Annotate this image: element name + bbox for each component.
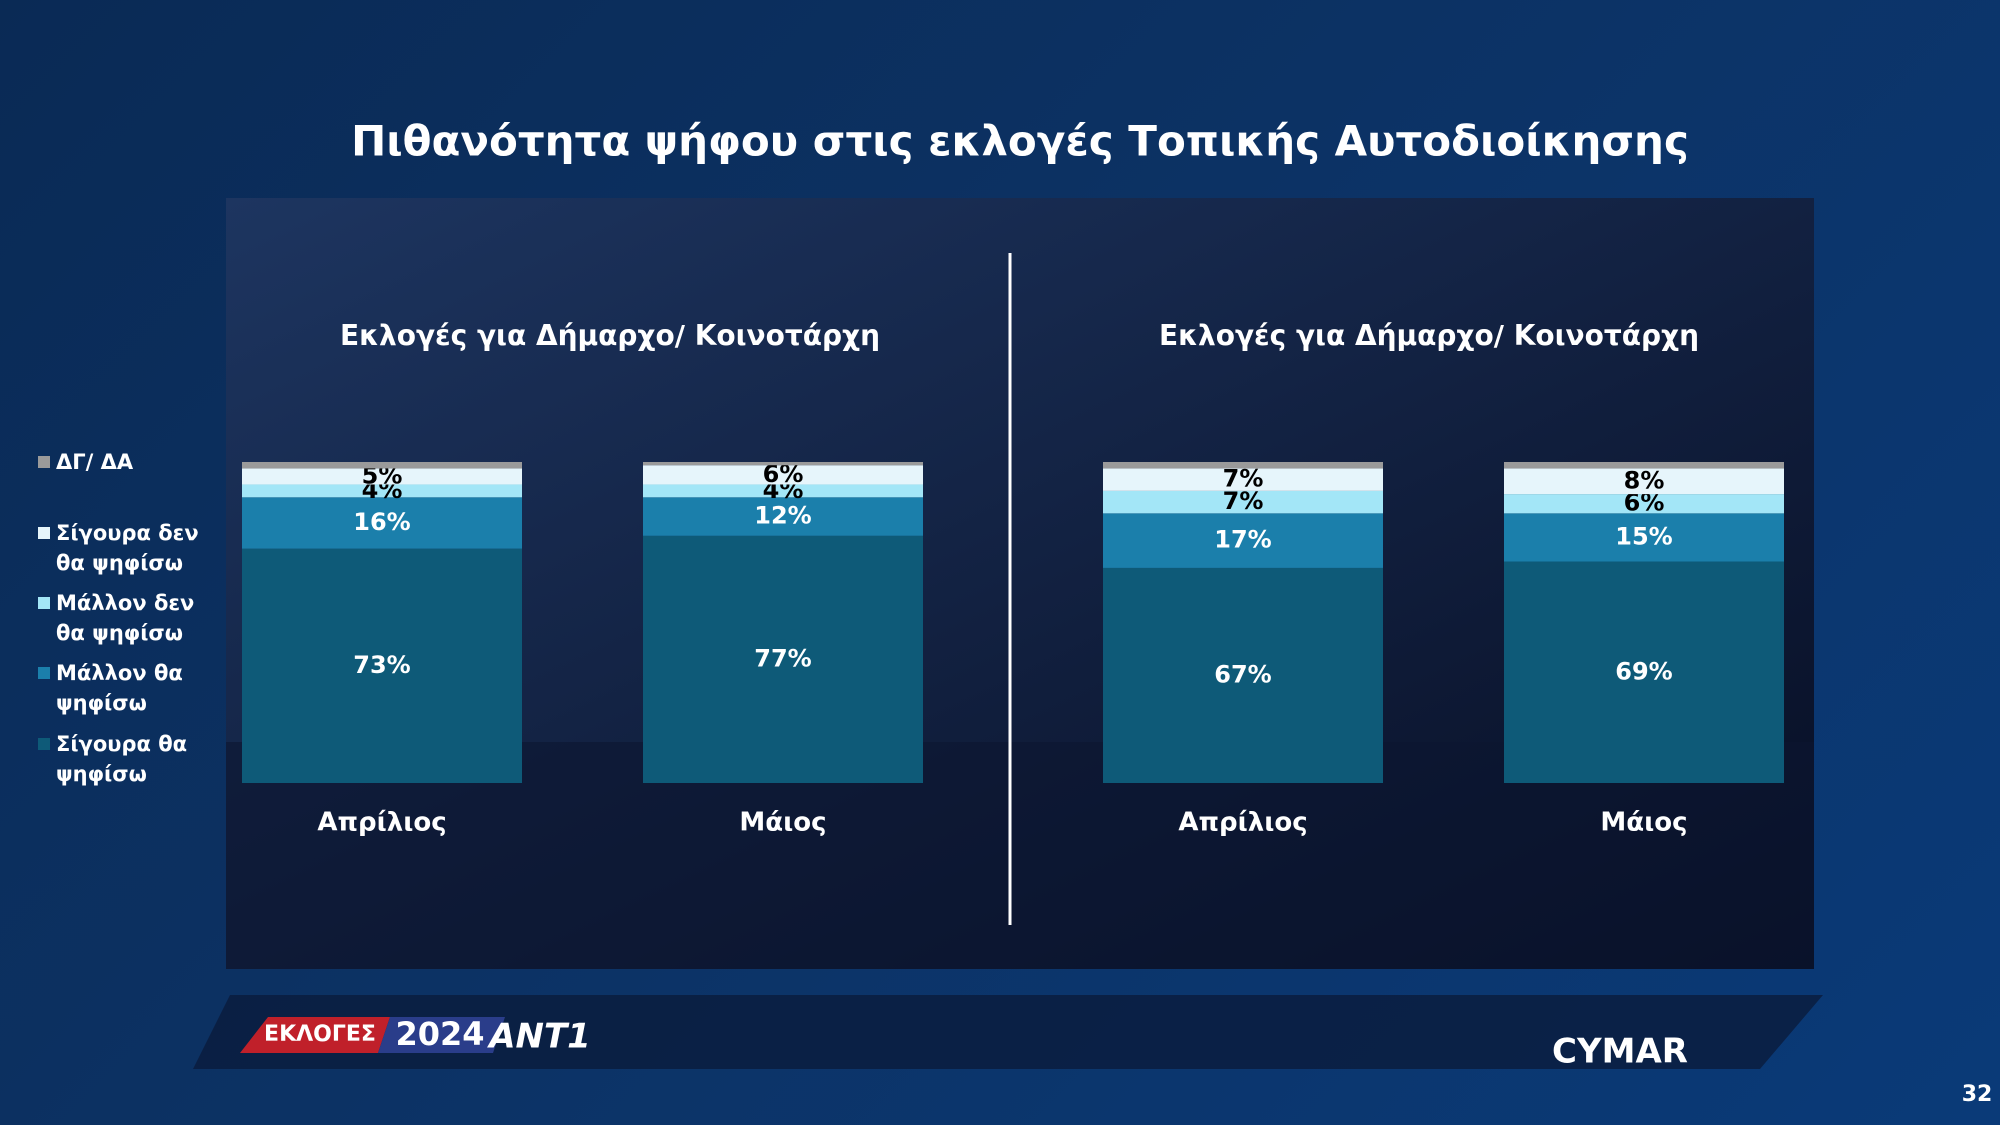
value-label: 12%	[754, 502, 811, 530]
bar-segment	[1504, 462, 1784, 469]
bar-segment	[1504, 561, 1784, 783]
value-label: 16%	[353, 508, 410, 536]
legend-swatch	[38, 456, 50, 468]
value-label: 17%	[1214, 526, 1271, 554]
legend-item: Μάλλον δεν θα ψηφίσω	[38, 588, 216, 648]
footer-channel: ANT1	[486, 1017, 591, 1057]
bar-segment	[643, 465, 923, 485]
bar-segment	[1504, 468, 1784, 495]
bar-segment	[242, 462, 522, 469]
value-label: 69%	[1615, 657, 1672, 685]
footer-blue	[378, 1017, 505, 1053]
bar-segment	[1103, 513, 1383, 568]
legend-swatch	[38, 667, 50, 679]
bar-segment	[643, 497, 923, 536]
slide-title: Πιθανότητα ψήφου στις εκλογές Τοπικής Αυ…	[351, 117, 1689, 166]
value-label: 67%	[1214, 660, 1271, 688]
legend-label: Σίγουρα θα ψηφίσω	[56, 732, 188, 786]
x-tick-label: Απρίλιος	[317, 808, 446, 838]
bar-segment	[242, 548, 522, 783]
legend-label: Μάλλον θα ψηφίσω	[56, 661, 183, 715]
legend-item: ΔΓ/ ΔΑ	[38, 447, 216, 477]
legend-label: ΔΓ/ ΔΑ	[56, 450, 134, 474]
legend-label: Σίγουρα δεν θα ψηφίσω	[56, 521, 199, 575]
chart-title: Εκλογές για Δήμαρχο/ Κοινοτάρχη	[340, 319, 880, 352]
legend-item: Σίγουρα δεν θα ψηφίσω	[38, 518, 216, 578]
footer-brand: CYMAR	[1552, 1032, 1688, 1072]
legend-swatch	[38, 597, 50, 609]
bar-segment	[1103, 468, 1383, 491]
value-label: 77%	[754, 644, 811, 672]
footer-label: ΕΚΛΟΓΕΣ	[264, 1022, 376, 1047]
value-label: 15%	[1615, 522, 1672, 550]
bar-segment	[1103, 462, 1383, 469]
value-label: 7%	[1223, 465, 1264, 493]
bar-segment	[643, 484, 923, 498]
chart-title: Εκλογές για Δήμαρχο/ Κοινοτάρχη	[1159, 319, 1699, 352]
bar-segment	[643, 462, 923, 466]
x-tick-label: Μάιος	[1600, 808, 1687, 838]
value-label: 7%	[1223, 487, 1264, 515]
legend-item: Μάλλον θα ψηφίσω	[38, 658, 216, 718]
bar-segment	[643, 535, 923, 783]
value-label: 73%	[353, 651, 410, 679]
bar-segment	[1103, 567, 1383, 783]
bar-segment	[242, 484, 522, 498]
footer-band	[193, 995, 1823, 1069]
bar-segment	[242, 497, 522, 549]
legend-item: Σίγουρα θα ψηφίσω	[38, 729, 216, 789]
x-tick-label: Μάιος	[739, 808, 826, 838]
x-tick-label: Απρίλιος	[1178, 808, 1307, 838]
legend-label: Μάλλον δεν θα ψηφίσω	[56, 591, 195, 645]
bar-segment	[1504, 513, 1784, 562]
bar-segment	[242, 468, 522, 485]
legend-swatch	[38, 738, 50, 750]
footer-year: 2024	[395, 1015, 484, 1053]
bar-segment	[1103, 490, 1383, 514]
bar-segment	[1504, 494, 1784, 514]
page-number: 32	[1962, 1082, 1993, 1107]
footer-red	[240, 1017, 390, 1053]
legend-swatch	[38, 527, 50, 539]
value-label: 8%	[1624, 466, 1665, 494]
